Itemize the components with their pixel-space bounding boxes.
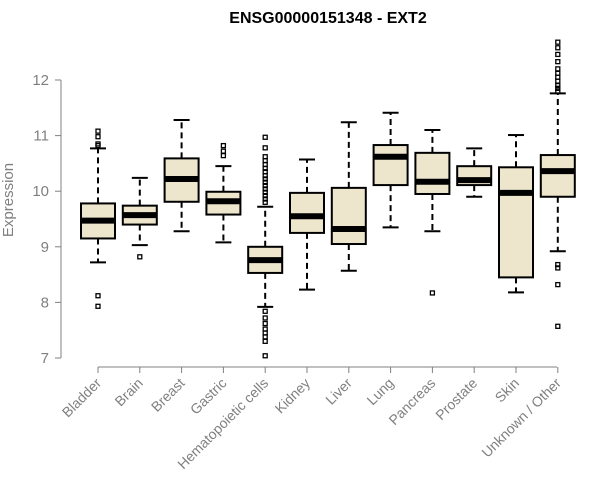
outlier-point <box>262 320 268 327</box>
outlier-point <box>262 189 268 195</box>
box-group-liver <box>330 121 367 272</box>
outlier-point <box>555 323 561 329</box>
box-group-gastric <box>205 142 242 244</box>
outlier-point <box>262 192 268 199</box>
x-tick-label: Breast <box>148 375 188 415</box>
y-tick-label: 11 <box>33 128 49 145</box>
box-group-skin <box>498 134 534 294</box>
x-tick-label: Kidney <box>272 375 314 417</box>
outlier-point <box>95 134 101 140</box>
outlier-point <box>262 145 268 151</box>
outlier-point <box>262 134 268 140</box>
boxes <box>80 39 576 359</box>
outlier-point <box>220 148 227 154</box>
outlier-point <box>429 290 436 296</box>
y-axis-label: Expression <box>0 163 17 237</box>
box-group-hematopoietic-cells <box>247 134 284 359</box>
y-tick-label: 10 <box>32 183 49 200</box>
outlier-point <box>262 172 268 179</box>
box <box>414 151 451 195</box>
outlier-point <box>555 281 561 288</box>
outlier-point <box>555 78 561 84</box>
box-group-prostate <box>456 147 493 198</box>
outlier-point <box>262 315 268 321</box>
chart-title: ENSG00000151348 - EXT2 <box>229 10 427 27</box>
box-group-kidney <box>289 158 325 291</box>
outlier-point <box>555 265 561 271</box>
outlier-point <box>220 152 227 159</box>
outlier-point <box>262 353 268 359</box>
outlier-point <box>262 186 268 192</box>
box-group-unknown-other <box>539 39 576 329</box>
x-tick-label: Prostate <box>432 375 480 423</box>
outlier-point <box>137 254 143 260</box>
box-group-breast <box>163 119 200 233</box>
outlier-point <box>262 176 268 182</box>
box-group-lung <box>372 111 409 229</box>
outlier-point <box>555 85 561 91</box>
y-tick-label: 9 <box>41 239 49 256</box>
box <box>498 166 534 279</box>
outlier-point <box>220 142 227 149</box>
outlier-point <box>262 196 268 202</box>
box-group-bladder <box>80 128 116 309</box>
outlier-point <box>555 51 561 58</box>
box-group-pancreas <box>414 129 451 296</box>
y-tick-label: 8 <box>41 294 49 311</box>
box <box>372 144 409 187</box>
y-tick-label: 7 <box>41 350 49 367</box>
x-tick-label: Bladder <box>59 375 105 421</box>
outlier-point <box>95 303 101 309</box>
outlier-point <box>262 199 268 205</box>
y-tick-label: 12 <box>32 72 49 89</box>
y-ticks: 7 8 9 10 11 12 <box>32 72 61 367</box>
box-group-brain <box>121 176 158 260</box>
outlier-point <box>95 293 101 299</box>
outlier-point <box>555 82 561 89</box>
box <box>330 186 367 246</box>
x-tick-label: Brain <box>111 375 145 409</box>
outlier-point <box>262 338 268 344</box>
outlier-point <box>95 142 101 149</box>
outlier-point <box>555 59 561 65</box>
outlier-point <box>555 39 561 45</box>
box <box>289 191 325 234</box>
outlier-point <box>555 261 561 268</box>
box <box>539 154 576 198</box>
x-tick-label: Liver <box>322 375 355 408</box>
x-tick-label: Unknown / Other <box>478 375 564 461</box>
outlier-point <box>95 128 101 134</box>
outlier-point <box>555 66 561 72</box>
outlier-point <box>555 45 561 51</box>
x-tick-label: Skin <box>492 375 523 406</box>
outlier-point <box>262 179 268 185</box>
outlier-point <box>262 182 268 189</box>
outlier-point <box>262 165 268 172</box>
x-tick-label: Lung <box>363 375 396 408</box>
outlier-point <box>555 88 561 94</box>
outlier-point <box>262 334 268 340</box>
outlier-point <box>262 308 268 314</box>
